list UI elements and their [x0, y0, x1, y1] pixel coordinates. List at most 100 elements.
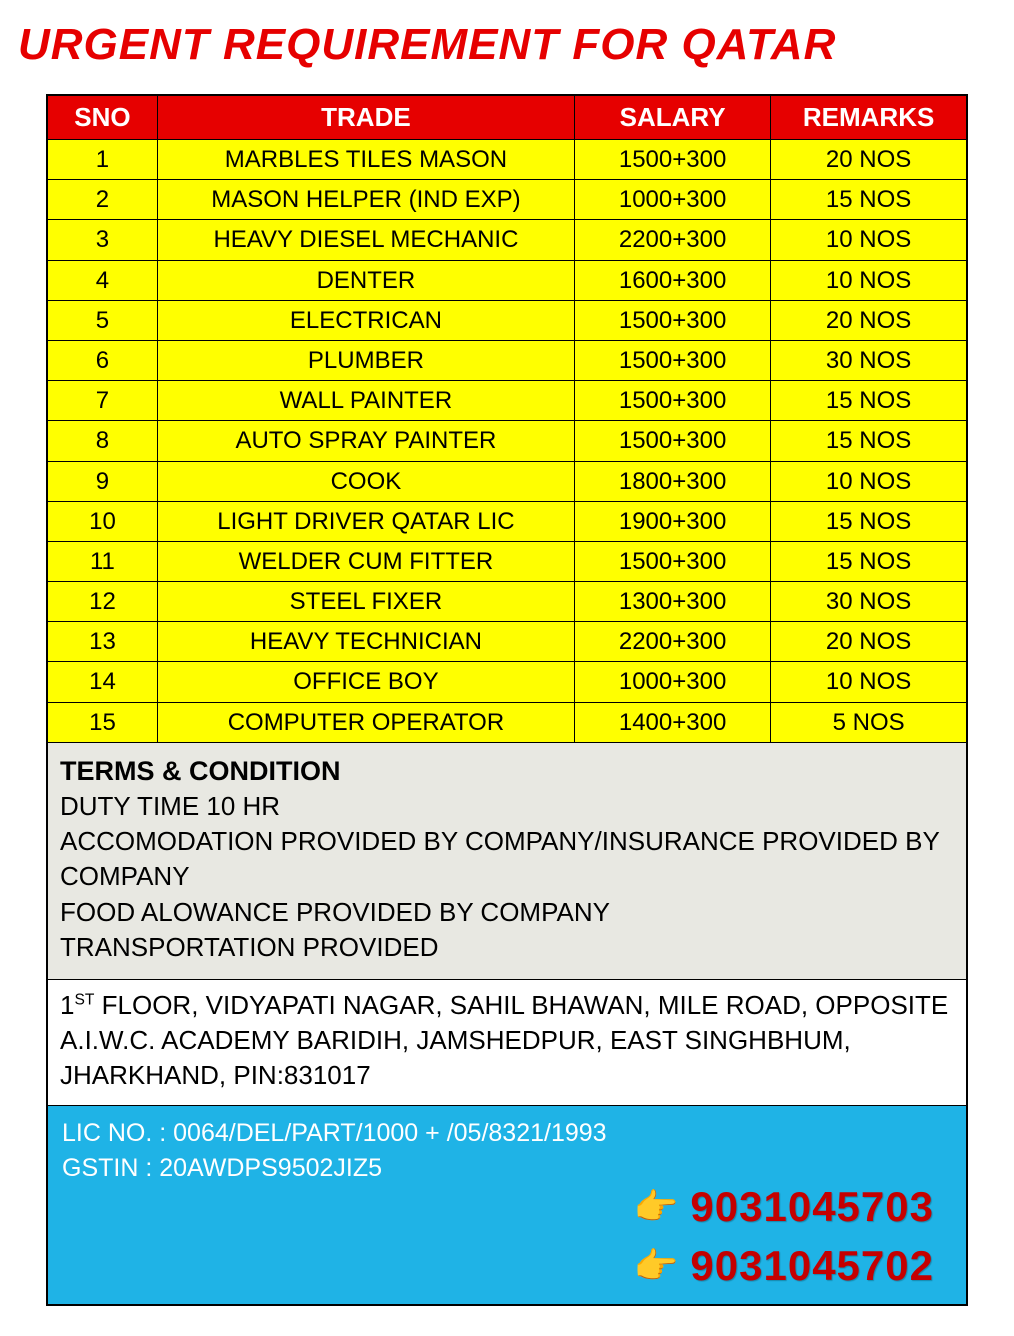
cell-remarks: 30 NOS: [771, 340, 967, 380]
phone-number: 9031045703: [690, 1178, 934, 1237]
cell-salary: 1500+300: [574, 300, 770, 340]
cell-sno: 14: [47, 662, 157, 702]
table-container: SNO TRADE SALARY REMARKS 1MARBLES TILES …: [0, 94, 1014, 1336]
table-row: 4DENTER1600+30010 NOS: [47, 260, 967, 300]
cell-sno: 13: [47, 622, 157, 662]
col-sno: SNO: [47, 95, 157, 140]
phone-line: 👉9031045702: [62, 1237, 934, 1296]
table-header-row: SNO TRADE SALARY REMARKS: [47, 95, 967, 140]
col-trade: TRADE: [157, 95, 574, 140]
cell-sno: 10: [47, 501, 157, 541]
cell-remarks: 15 NOS: [771, 501, 967, 541]
terms-cell: TERMS & CONDITION DUTY TIME 10 HRACCOMOD…: [47, 742, 967, 979]
address-prefix: 1: [60, 990, 74, 1020]
lic-number: LIC NO. : 0064/DEL/PART/1000 + /05/8321/…: [62, 1116, 954, 1151]
cell-remarks: 5 NOS: [771, 702, 967, 742]
contact-row: LIC NO. : 0064/DEL/PART/1000 + /05/8321/…: [47, 1106, 967, 1305]
cell-salary: 1500+300: [574, 340, 770, 380]
terms-row: TERMS & CONDITION DUTY TIME 10 HRACCOMOD…: [47, 742, 967, 979]
phones-block: 👉9031045703👉9031045702: [62, 1178, 954, 1296]
table-row: 10LIGHT DRIVER QATAR LIC1900+30015 NOS: [47, 501, 967, 541]
terms-heading: TERMS & CONDITION: [60, 753, 954, 789]
cell-trade: DENTER: [157, 260, 574, 300]
table-row: 3HEAVY DIESEL MECHANIC2200+30010 NOS: [47, 220, 967, 260]
table-row: 13HEAVY TECHNICIAN2200+30020 NOS: [47, 622, 967, 662]
phone-line: 👉9031045703: [62, 1178, 934, 1237]
cell-sno: 15: [47, 702, 157, 742]
cell-remarks: 20 NOS: [771, 140, 967, 180]
cell-remarks: 15 NOS: [771, 381, 967, 421]
cell-sno: 11: [47, 541, 157, 581]
requirement-table: SNO TRADE SALARY REMARKS 1MARBLES TILES …: [46, 94, 968, 1306]
cell-sno: 9: [47, 461, 157, 501]
table-row: 6PLUMBER1500+30030 NOS: [47, 340, 967, 380]
cell-trade: MASON HELPER (IND EXP): [157, 180, 574, 220]
phone-number: 9031045702: [690, 1237, 934, 1296]
cell-remarks: 10 NOS: [771, 220, 967, 260]
cell-remarks: 10 NOS: [771, 662, 967, 702]
cell-salary: 1900+300: [574, 501, 770, 541]
cell-sno: 6: [47, 340, 157, 380]
cell-remarks: 10 NOS: [771, 260, 967, 300]
cell-sno: 1: [47, 140, 157, 180]
cell-trade: HEAVY DIESEL MECHANIC: [157, 220, 574, 260]
col-remarks: REMARKS: [771, 95, 967, 140]
cell-trade: HEAVY TECHNICIAN: [157, 622, 574, 662]
cell-trade: WELDER CUM FITTER: [157, 541, 574, 581]
cell-salary: 2200+300: [574, 622, 770, 662]
col-salary: SALARY: [574, 95, 770, 140]
cell-trade: LIGHT DRIVER QATAR LIC: [157, 501, 574, 541]
table-row: 5ELECTRICAN1500+30020 NOS: [47, 300, 967, 340]
page-title: URGENT REQUIREMENT FOR QATAR: [0, 0, 1014, 94]
cell-remarks: 15 NOS: [771, 180, 967, 220]
pointing-hand-icon: 👉: [634, 1182, 679, 1232]
cell-remarks: 10 NOS: [771, 461, 967, 501]
cell-sno: 5: [47, 300, 157, 340]
cell-sno: 3: [47, 220, 157, 260]
address-row: 1ST FLOOR, VIDYAPATI NAGAR, SAHIL BHAWAN…: [47, 979, 967, 1105]
table-row: 7WALL PAINTER1500+30015 NOS: [47, 381, 967, 421]
table-row: 1MARBLES TILES MASON1500+30020 NOS: [47, 140, 967, 180]
cell-trade: STEEL FIXER: [157, 582, 574, 622]
cell-salary: 1500+300: [574, 541, 770, 581]
cell-salary: 1000+300: [574, 662, 770, 702]
cell-trade: ELECTRICAN: [157, 300, 574, 340]
cell-sno: 2: [47, 180, 157, 220]
cell-remarks: 15 NOS: [771, 421, 967, 461]
terms-line: DUTY TIME 10 HR: [60, 789, 954, 824]
table-row: 11WELDER CUM FITTER1500+30015 NOS: [47, 541, 967, 581]
cell-trade: PLUMBER: [157, 340, 574, 380]
cell-salary: 1500+300: [574, 381, 770, 421]
contact-cell: LIC NO. : 0064/DEL/PART/1000 + /05/8321/…: [47, 1106, 967, 1305]
cell-remarks: 15 NOS: [771, 541, 967, 581]
address-rest: FLOOR, VIDYAPATI NAGAR, SAHIL BHAWAN, MI…: [60, 990, 948, 1090]
cell-salary: 2200+300: [574, 220, 770, 260]
cell-sno: 7: [47, 381, 157, 421]
cell-salary: 1400+300: [574, 702, 770, 742]
table-row: 15COMPUTER OPERATOR1400+3005 NOS: [47, 702, 967, 742]
table-row: 8AUTO SPRAY PAINTER1500+30015 NOS: [47, 421, 967, 461]
cell-sno: 12: [47, 582, 157, 622]
cell-salary: 1800+300: [574, 461, 770, 501]
table-row: 14OFFICE BOY1000+30010 NOS: [47, 662, 967, 702]
cell-remarks: 20 NOS: [771, 300, 967, 340]
cell-remarks: 20 NOS: [771, 622, 967, 662]
cell-trade: AUTO SPRAY PAINTER: [157, 421, 574, 461]
table-row: 9COOK1800+30010 NOS: [47, 461, 967, 501]
address-cell: 1ST FLOOR, VIDYAPATI NAGAR, SAHIL BHAWAN…: [47, 979, 967, 1105]
cell-trade: OFFICE BOY: [157, 662, 574, 702]
terms-line: FOOD ALOWANCE PROVIDED BY COMPANY: [60, 895, 954, 930]
pointing-hand-icon: 👉: [634, 1241, 679, 1291]
terms-line: TRANSPORTATION PROVIDED: [60, 930, 954, 965]
cell-trade: COOK: [157, 461, 574, 501]
cell-remarks: 30 NOS: [771, 582, 967, 622]
terms-line: ACCOMODATION PROVIDED BY COMPANY/INSURAN…: [60, 824, 954, 894]
cell-salary: 1500+300: [574, 421, 770, 461]
cell-trade: MARBLES TILES MASON: [157, 140, 574, 180]
cell-trade: WALL PAINTER: [157, 381, 574, 421]
cell-trade: COMPUTER OPERATOR: [157, 702, 574, 742]
address-sup: ST: [74, 991, 94, 1008]
cell-sno: 4: [47, 260, 157, 300]
cell-salary: 1000+300: [574, 180, 770, 220]
cell-salary: 1500+300: [574, 140, 770, 180]
